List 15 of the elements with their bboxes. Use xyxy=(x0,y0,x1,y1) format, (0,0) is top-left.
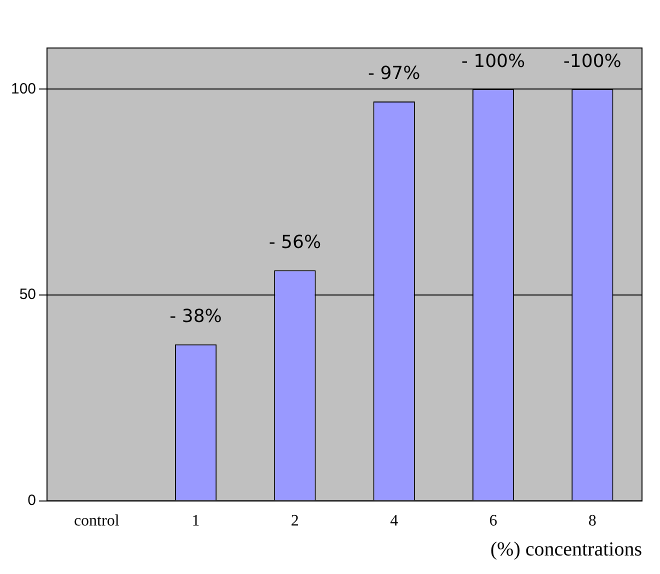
x-tick-label: 1 xyxy=(192,512,200,530)
annotation: - 100% xyxy=(461,50,526,72)
x-tick-label: 2 xyxy=(290,512,299,530)
annotation: - 97% xyxy=(368,63,420,84)
x-axis-title: (%) concentrations xyxy=(490,538,642,560)
x-tick-label: 4 xyxy=(390,512,398,530)
x-tick-label: 6 xyxy=(489,512,498,530)
annotation: - 38% xyxy=(170,306,222,328)
x-tick-label: control xyxy=(74,512,120,530)
x-tick-label: 8 xyxy=(588,512,596,530)
y-tick-label: 50 xyxy=(19,286,36,304)
y-tick-label: 0 xyxy=(28,492,36,509)
annotation: - 56% xyxy=(268,232,322,253)
y-tick-label: 100 xyxy=(10,80,36,98)
annotation: -100% xyxy=(563,50,622,72)
